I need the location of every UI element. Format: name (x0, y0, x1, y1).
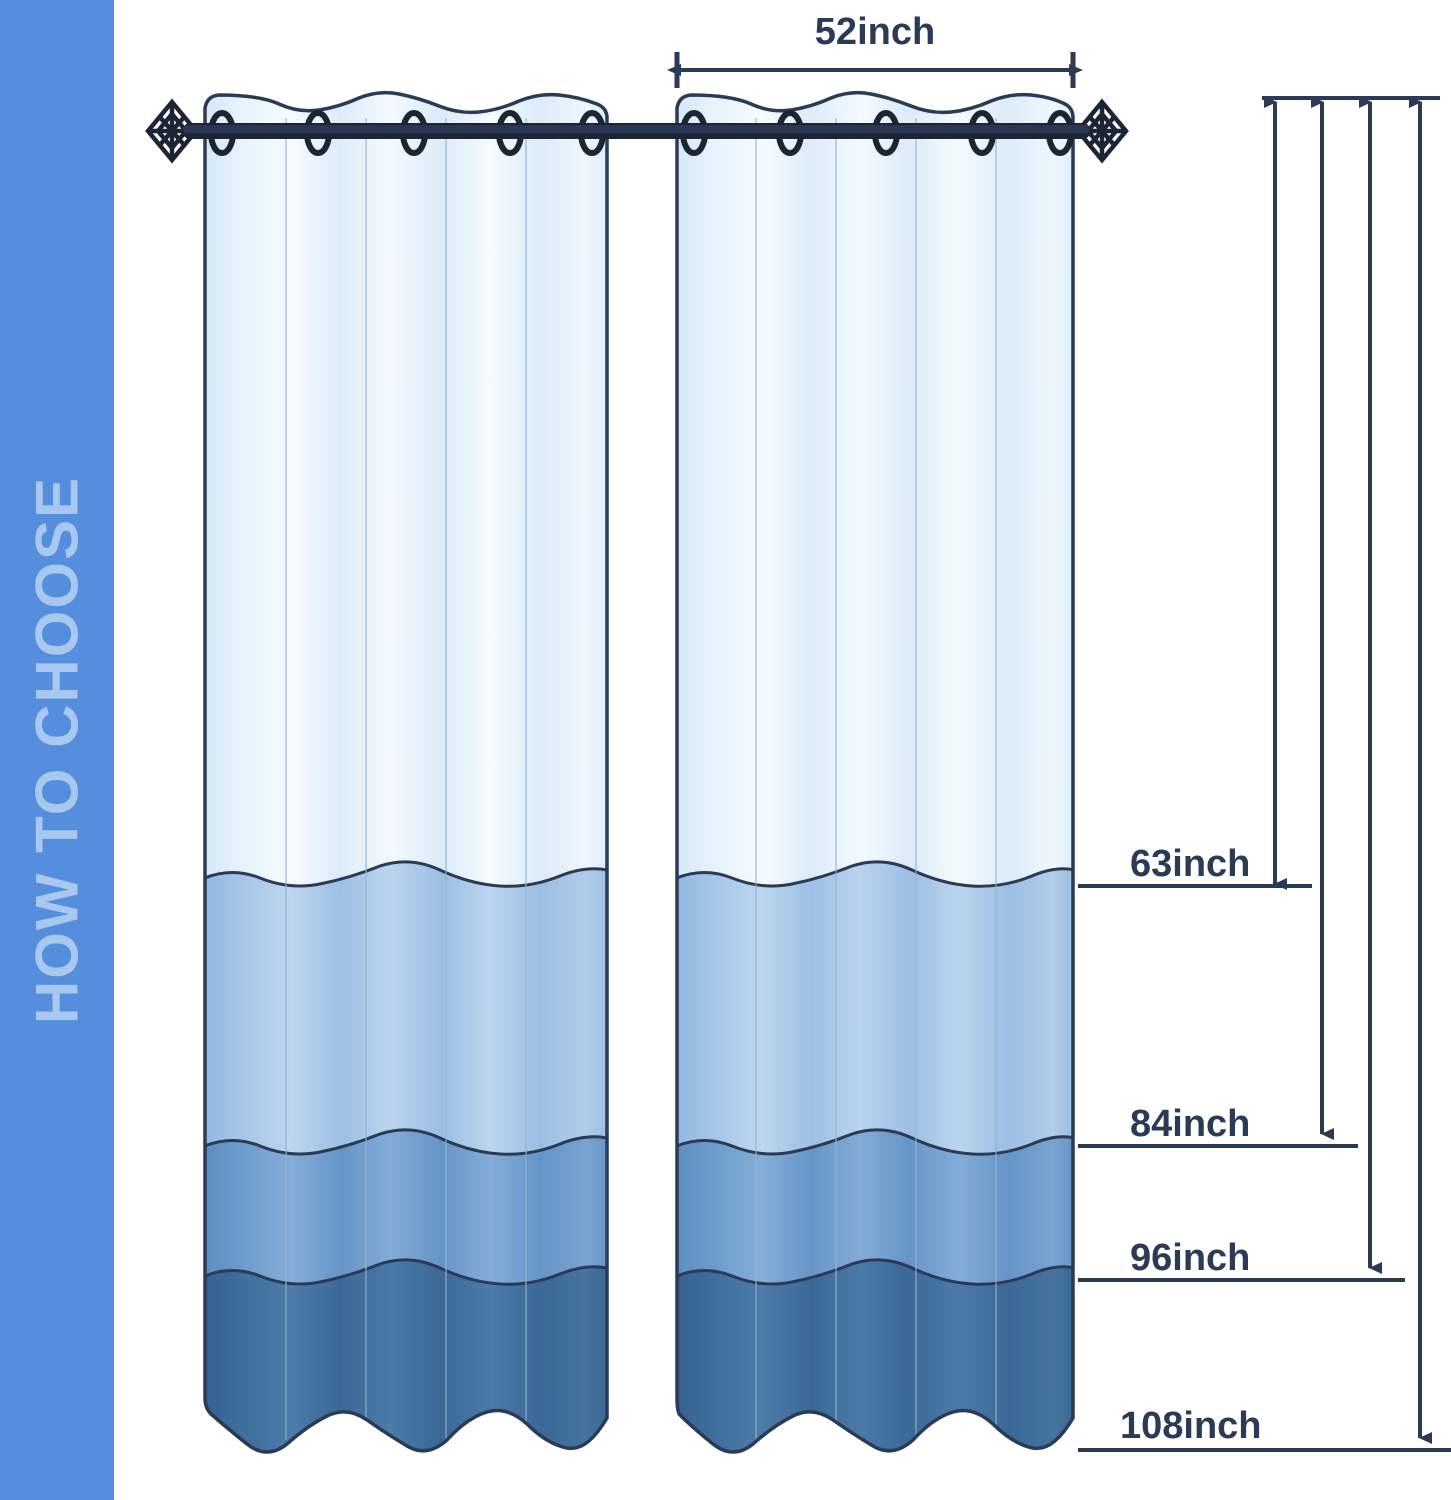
panel-outline-left (203, 90, 609, 1454)
length-dimension-84inch: 84inch (1078, 96, 1358, 1148)
length-dimensions: 63inch 84inch 96inch 108inch (1078, 96, 1451, 1452)
curtain-panel-left (203, 90, 609, 1454)
band-edge-96-108-right (677, 1258, 1073, 1286)
fabric-folds-left (285, 118, 527, 1440)
band-edge-84-96-left (205, 1128, 607, 1156)
panel-outline-right (675, 90, 1075, 1454)
length-label-108: 108inch (1120, 1405, 1262, 1447)
band-edge-63-84-right (677, 860, 1073, 888)
length-label-96: 96inch (1130, 1237, 1250, 1279)
length-dimension-63inch: 63inch (1078, 96, 1312, 890)
length-label-63: 63inch (1130, 843, 1250, 885)
band-edge-84-96-right (677, 1128, 1073, 1156)
length-dimension-108inch: 108inch (1078, 96, 1451, 1452)
how-to-choose-banner: HOW TO CHOOSE (0, 0, 114, 1500)
width-dimension-52inch: 52inch (667, 11, 1083, 88)
band-edge-63-84-left (205, 860, 607, 888)
rod-finial-left (145, 98, 199, 164)
length-dimension-96inch: 96inch (1078, 96, 1405, 1282)
rod-highlight (183, 125, 1090, 133)
curtain-rod (145, 98, 1129, 164)
curtain-panel-right (675, 90, 1075, 1454)
band-edge-96-108-left (205, 1258, 607, 1286)
length-label-84: 84inch (1130, 1103, 1250, 1145)
fabric-folds-right (755, 118, 997, 1440)
width-label: 52inch (815, 11, 935, 53)
